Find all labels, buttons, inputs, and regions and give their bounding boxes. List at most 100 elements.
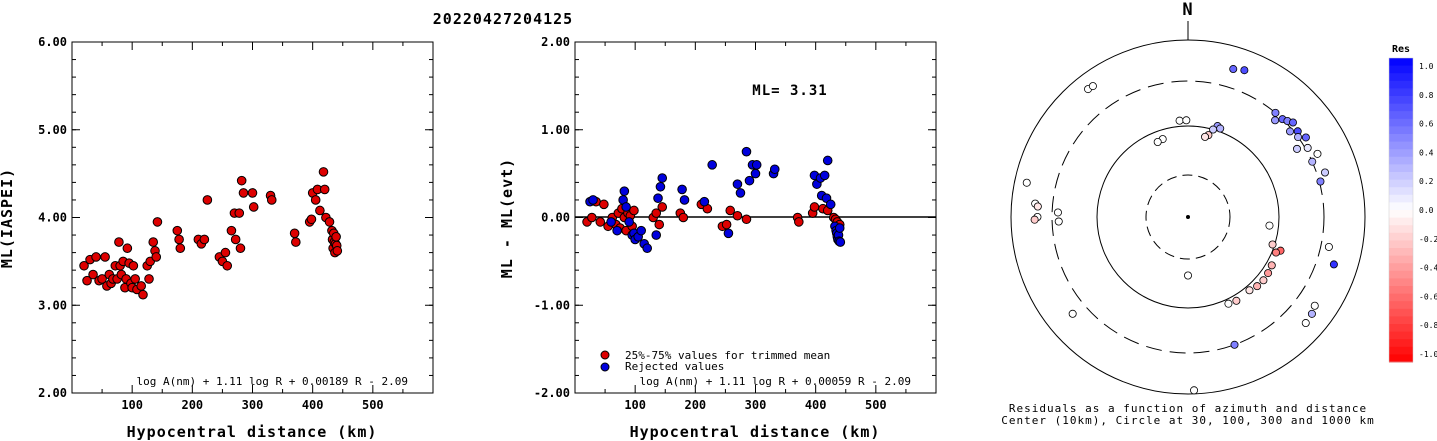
colorbar-band bbox=[1389, 255, 1413, 264]
colorbar-band bbox=[1389, 187, 1413, 196]
colorbar-band bbox=[1389, 65, 1413, 74]
colorbar-band bbox=[1389, 103, 1413, 112]
magnitude-plot-formula: log A(nm) + 1.11 log R + 0.00189 R - 2.0… bbox=[136, 375, 408, 388]
data-point bbox=[744, 175, 755, 186]
colorbar-tick-label: 0.8 bbox=[1419, 91, 1434, 100]
data-point bbox=[834, 223, 845, 233]
y-tick-label: 1.00 bbox=[541, 123, 570, 137]
data-point bbox=[707, 160, 717, 170]
data-point bbox=[822, 155, 833, 166]
colorbar-band bbox=[1389, 339, 1413, 348]
data-point bbox=[653, 193, 663, 203]
station-residual-point bbox=[1153, 138, 1162, 147]
data-point bbox=[152, 217, 163, 227]
data-point bbox=[629, 205, 639, 216]
station-residual-point bbox=[1271, 108, 1280, 117]
data-point bbox=[247, 188, 258, 198]
colorbar-tick-label: -1.0 bbox=[1419, 350, 1437, 359]
station-residual-point bbox=[1216, 124, 1225, 133]
colorbar-tick-label: 0.2 bbox=[1419, 177, 1434, 186]
data-point bbox=[266, 195, 277, 205]
station-residual-point bbox=[1310, 301, 1319, 310]
colorbar-band bbox=[1389, 232, 1413, 241]
data-point bbox=[306, 214, 317, 225]
station-residual-point bbox=[1201, 132, 1210, 141]
station-residual-point bbox=[1175, 116, 1184, 125]
data-point bbox=[769, 164, 780, 175]
colorbar-band bbox=[1389, 293, 1413, 302]
data-point bbox=[144, 274, 154, 284]
data-point bbox=[97, 274, 107, 284]
colorbar-band bbox=[1389, 270, 1413, 279]
colorbar-tick-label: -0.4 bbox=[1419, 264, 1437, 273]
data-point bbox=[199, 234, 210, 245]
station-residual-point bbox=[1286, 127, 1295, 136]
colorbar-band bbox=[1389, 88, 1413, 97]
data-point bbox=[130, 274, 140, 284]
data-point bbox=[291, 237, 301, 247]
station-residual-point bbox=[1259, 276, 1268, 285]
colorbar-band bbox=[1389, 73, 1413, 82]
data-point bbox=[809, 202, 820, 212]
station-residual-point bbox=[1301, 133, 1310, 142]
x-tick-label: 100 bbox=[121, 398, 143, 412]
data-point bbox=[220, 247, 231, 258]
y-tick-label: -2.00 bbox=[534, 386, 570, 400]
residual-plot-ylabel: ML - ML(evt) bbox=[498, 158, 516, 278]
data-point bbox=[310, 195, 321, 205]
x-tick-label: 200 bbox=[684, 398, 706, 412]
station-residual-point bbox=[1268, 240, 1277, 249]
station-residual-point bbox=[1253, 282, 1262, 291]
station-residual-point bbox=[1033, 202, 1042, 211]
station-residual-point bbox=[1294, 133, 1303, 142]
colorbar-band bbox=[1389, 164, 1413, 173]
station-residual-point bbox=[1267, 261, 1276, 270]
colorbar-band bbox=[1389, 286, 1413, 295]
data-point bbox=[138, 289, 148, 300]
y-tick-label: 2.00 bbox=[541, 35, 570, 49]
data-point bbox=[332, 246, 343, 256]
colorbar-frame bbox=[1388, 57, 1414, 363]
data-point bbox=[236, 175, 247, 186]
station-residual-point bbox=[1316, 177, 1325, 186]
station-residual-point bbox=[1030, 215, 1039, 224]
station-residual-point bbox=[1053, 208, 1062, 217]
colorbar-band bbox=[1389, 179, 1413, 188]
data-point bbox=[91, 252, 101, 262]
x-tick-label: 500 bbox=[865, 398, 887, 412]
colorbar-tick-label: 0.0 bbox=[1419, 206, 1434, 215]
ring-30km bbox=[1145, 174, 1231, 260]
station-residual-point bbox=[1209, 125, 1218, 134]
data-point bbox=[588, 195, 598, 205]
station-residual-point bbox=[1184, 271, 1193, 280]
colorbar-band bbox=[1389, 240, 1413, 249]
residual-plot: 100 200 300 400 500 -2.00 -1.00 0.00 1.00 2.00 Hy… bbox=[498, 35, 937, 441]
x-tick-label: 400 bbox=[302, 398, 324, 412]
data-point bbox=[324, 217, 335, 227]
colorbar-band bbox=[1389, 134, 1413, 143]
station-residual-point bbox=[1068, 309, 1077, 318]
data-point bbox=[751, 160, 762, 170]
colorbar-band bbox=[1389, 149, 1413, 158]
station-residual-point bbox=[1271, 116, 1280, 125]
ring-300km bbox=[1051, 80, 1325, 354]
station-residual-point bbox=[1301, 319, 1310, 328]
y-tick-label: 4.00 bbox=[38, 211, 67, 225]
data-point bbox=[175, 243, 186, 254]
station-residual-point bbox=[1313, 149, 1322, 158]
data-point bbox=[234, 208, 245, 218]
data-point bbox=[318, 167, 329, 177]
colorbar-tick-label: -0.8 bbox=[1419, 321, 1437, 330]
ring-100km bbox=[1096, 125, 1280, 309]
x-tick-label: 200 bbox=[181, 398, 203, 412]
data-point bbox=[315, 205, 325, 216]
data-point bbox=[732, 179, 743, 189]
data-point bbox=[226, 225, 237, 236]
data-point bbox=[114, 237, 124, 247]
station-residual-point bbox=[1307, 309, 1316, 318]
station-residual-point bbox=[1324, 242, 1333, 251]
station-residual-point bbox=[1190, 386, 1199, 395]
data-point bbox=[825, 199, 836, 210]
colorbar-band bbox=[1389, 346, 1413, 355]
